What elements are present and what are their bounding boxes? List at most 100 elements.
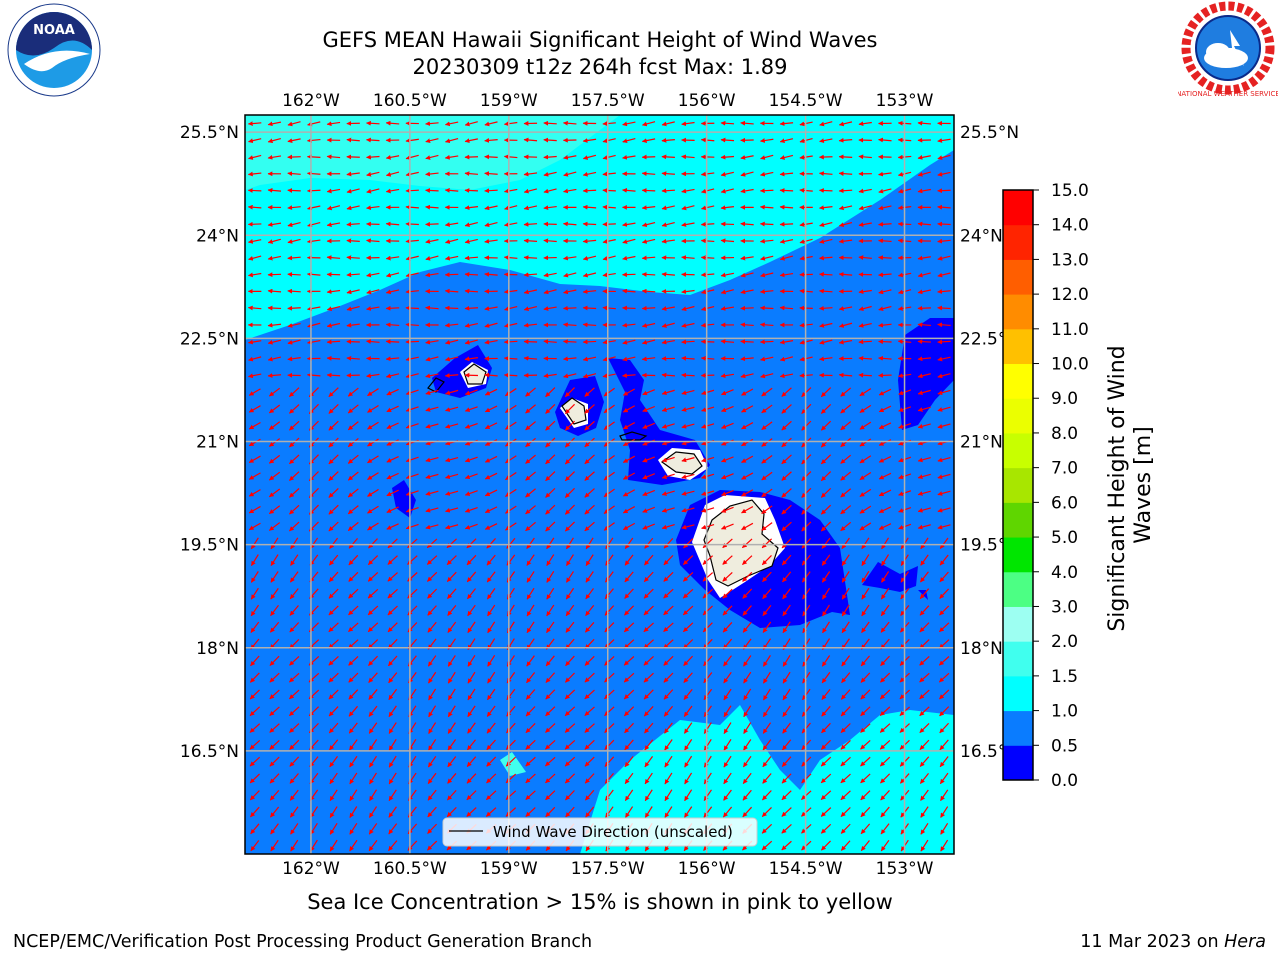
wave-direction-arrow [603,522,615,531]
wave-direction-arrow [878,388,892,396]
wave-direction-arrow [484,138,498,143]
wave-direction-arrow [346,305,360,312]
wave-direction-arrow [859,421,872,430]
wave-direction-arrow [425,221,439,227]
wave-direction-arrow [820,454,832,465]
wave-direction-arrow [760,373,774,379]
wave-direction-arrow [287,138,301,143]
wave-direction-arrow [917,406,931,412]
wave-direction-arrow [523,355,538,361]
wave-direction-arrow [720,120,735,126]
wave-direction-arrow [917,373,931,379]
wave-direction-arrow [425,154,439,160]
colorbar-segment-12 [1003,328,1033,365]
wave-direction-arrow [267,255,282,261]
wave-direction-arrow [761,522,773,531]
wave-direction-arrow [917,423,931,429]
nws-logo: NATIONAL WEATHER SERVICE [1176,0,1280,100]
wave-direction-arrow [306,138,321,143]
wave-direction-arrow [525,454,536,464]
wave-direction-arrow [466,538,477,549]
wave-direction-arrow [781,454,792,465]
wave-direction-arrow [564,437,575,448]
wave-direction-arrow [622,405,636,413]
wave-direction-arrow [385,339,400,345]
wave-direction-arrow [642,389,655,396]
wave-direction-arrow [503,339,518,345]
wave-direction-arrow [367,572,379,582]
lon-label-top-1: 160.5°W [373,91,447,111]
wave-direction-arrow [307,322,321,328]
wave-direction-arrow [346,188,360,194]
lon-label-bottom-3: 157.5°W [571,859,645,879]
wave-direction-arrow [464,339,478,345]
lon-label-bottom-4: 156°W [678,859,736,879]
wave-direction-arrow [605,537,614,550]
wave-direction-arrow [761,454,773,464]
wave-direction-arrow [405,389,419,396]
lat-label-right-3: 21°N [960,433,1003,453]
wave-direction-arrow [290,554,299,566]
wind-wave-direction-arrows [247,120,951,852]
wave-direction-arrow [267,322,282,328]
wave-direction-arrow [740,171,754,177]
lon-label-bottom-0: 162°W [282,859,340,879]
wave-direction-arrow [858,121,872,127]
wave-direction-arrow [838,221,853,228]
wave-direction-arrow [740,356,754,362]
wave-direction-arrow [287,205,301,210]
wave-direction-arrow [740,221,754,227]
wave-direction-arrow [840,471,852,481]
wave-direction-arrow [917,155,931,160]
wave-direction-arrow [405,507,419,513]
wave-direction-arrow [878,272,892,278]
wave-direction-arrow [939,554,949,566]
colorbar-label-line1: Significant Height of Wind [1105,345,1130,631]
credit-date-text: 11 Mar 2023 on [1080,932,1219,952]
wave-direction-arrow [250,554,259,566]
wave-direction-arrow [385,221,400,227]
wave-direction-arrow [385,171,400,177]
wave-direction-arrow [290,537,299,550]
wave-direction-arrow [838,271,853,277]
wave-direction-arrow [861,537,870,550]
wave-direction-arrow [720,188,734,194]
wave-direction-arrow [602,356,616,362]
wave-direction-arrow [526,537,535,549]
wave-direction-arrow [820,471,832,482]
wave-direction-arrow [602,121,616,126]
wave-direction-arrow [326,154,341,160]
wave-direction-arrow [917,188,931,194]
wave-direction-arrow [582,204,597,210]
colorbar-segment-6 [1003,537,1033,573]
wave-direction-arrow [760,356,774,362]
wave-direction-arrow [584,471,595,481]
wave-direction-arrow [761,404,773,414]
wave-direction-arrow [367,555,379,566]
wave-direction-arrow [287,288,301,294]
wave-direction-arrow [721,405,734,412]
wave-direction-arrow [287,255,301,261]
wave-direction-arrow [701,305,715,312]
wave-direction-arrow [425,423,439,429]
wave-direction-arrow [622,121,636,127]
wave-direction-arrow [661,456,675,463]
wave-direction-arrow [505,438,517,447]
wave-direction-arrow [878,439,892,446]
wave-direction-arrow [444,288,459,294]
wave-direction-arrow [878,422,892,430]
wave-direction-arrow [505,522,517,531]
wave-direction-arrow [701,389,715,396]
wave-direction-arrow [740,322,754,328]
wave-direction-arrow [937,473,951,479]
wave-direction-arrow [563,289,577,295]
wave-direction-arrow [545,420,556,431]
wave-direction-arrow [484,154,498,160]
wave-direction-arrow [326,188,341,194]
wave-direction-arrow [484,523,498,530]
wave-direction-arrow [425,406,439,412]
wave-direction-arrow [405,221,419,227]
wave-direction-arrow [464,305,479,311]
wave-direction-arrow [267,222,282,227]
wave-direction-arrow [661,423,675,429]
